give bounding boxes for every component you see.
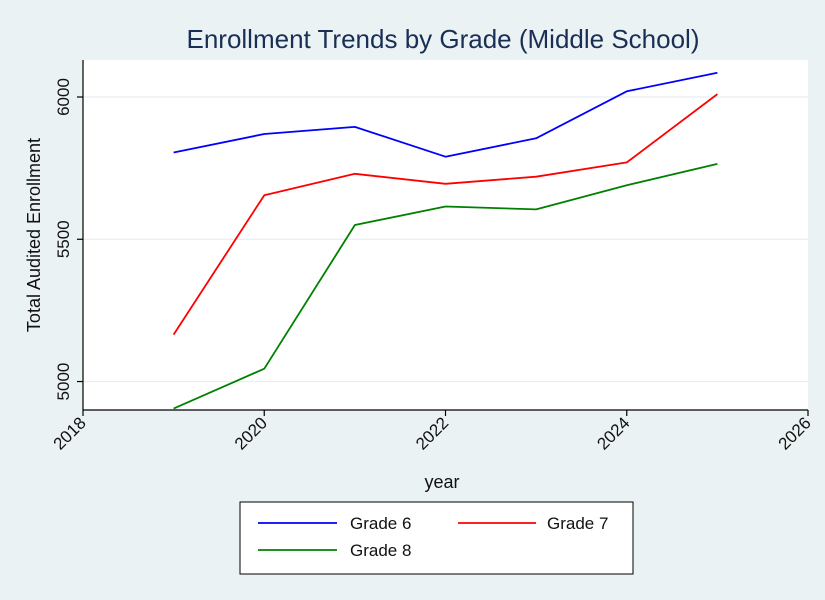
series-line-grade-7	[172, 93, 718, 336]
y-tick-label: 5000	[54, 363, 73, 401]
legend-label-grade-8: Grade 8	[350, 541, 411, 560]
series-line-grade-6	[173, 71, 718, 158]
gridlines	[83, 96, 808, 383]
y-axis-title: Total Audited Enrollment	[24, 138, 44, 332]
x-tick-label: 2018	[50, 413, 90, 453]
series-lines	[172, 71, 718, 410]
legend-label-grade-7: Grade 7	[547, 514, 608, 533]
legend-box	[239, 501, 634, 575]
plot-area	[83, 60, 808, 410]
x-tick-label: 2026	[775, 413, 815, 453]
x-tick-label: 2022	[412, 413, 452, 453]
ticks: 5000 5500 6000 2018 2020 2022 2024 2026	[50, 78, 815, 453]
legend-label-grade-6: Grade 6	[350, 514, 411, 533]
x-tick-label: 2024	[593, 413, 633, 453]
series-line-grade-8	[173, 163, 718, 410]
x-axis-title: year	[424, 472, 459, 492]
y-tick-label: 5500	[54, 220, 73, 258]
y-tick-label: 6000	[54, 78, 73, 116]
chart-title: Enrollment Trends by Grade (Middle Schoo…	[186, 24, 699, 54]
x-tick-label: 2020	[231, 413, 271, 453]
legend: Grade 6 Grade 7 Grade 8	[239, 501, 634, 575]
